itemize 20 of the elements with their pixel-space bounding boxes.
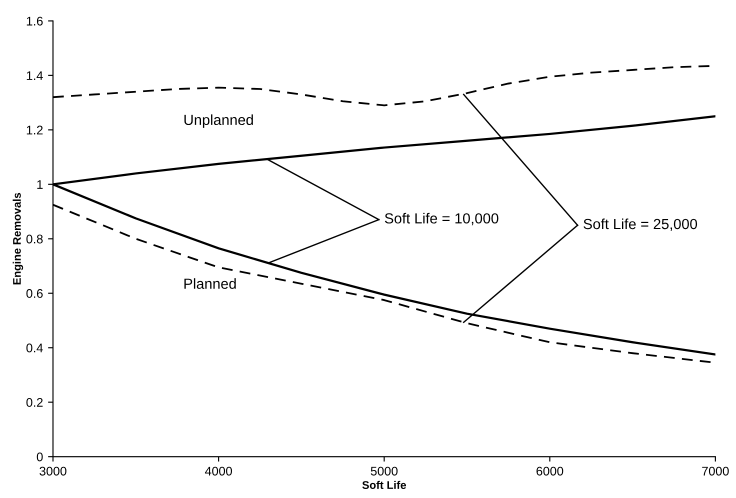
y-axis-title: Engine Removals (12, 192, 24, 284)
x-tick-label: 4000 (204, 466, 232, 476)
annotation: Unplanned (184, 114, 253, 128)
y-tick-label: 1.2 (26, 126, 43, 134)
x-tick-label: 5000 (370, 466, 398, 476)
x-axis-title: Soft Life (362, 480, 406, 489)
x-tick-label: 3000 (40, 466, 66, 476)
x-tick-label: 7000 (702, 466, 729, 476)
y-tick-label: 0.8 (26, 234, 43, 244)
annotation: Soft Life = 10,000 (384, 212, 498, 226)
y-tick-label: 0 (36, 452, 43, 462)
annotation: Soft Life = 25,000 (584, 218, 698, 231)
y-tick-label: 1.4 (26, 71, 43, 80)
annotation: Planned (184, 278, 236, 289)
y-tick-label: 1.6 (26, 16, 43, 26)
y-tick-label: 0.2 (26, 398, 43, 407)
y-tick-label: 0.4 (26, 344, 43, 352)
y-tick-label: 1 (37, 180, 43, 189)
y-tick-label: 0.6 (26, 289, 43, 298)
x-tick-label: 6000 (536, 466, 564, 476)
